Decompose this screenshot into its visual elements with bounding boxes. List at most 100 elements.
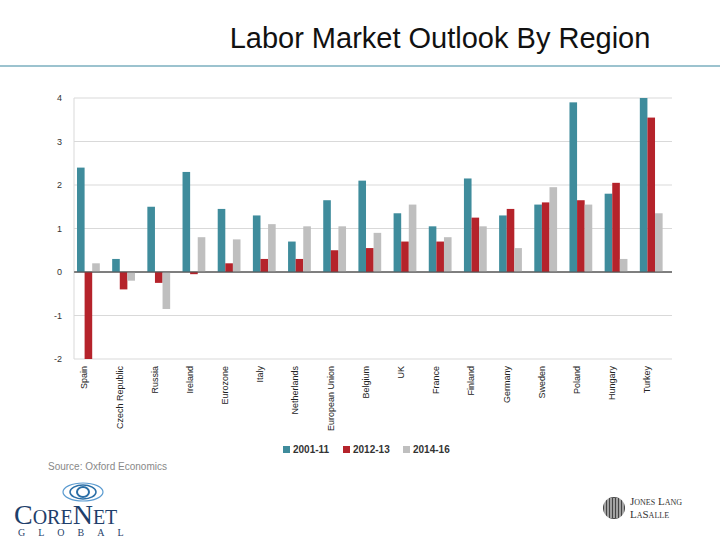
bar — [401, 242, 409, 272]
grid-line — [74, 272, 672, 273]
jll-logo: Jones LangLaSalle — [603, 495, 682, 520]
grid-line — [74, 141, 672, 142]
bar — [655, 213, 663, 272]
source: Source: Oxford Economics — [48, 461, 167, 472]
y-tick-label: 3 — [57, 137, 62, 147]
title: Labor Market Outlook By Region — [230, 22, 651, 54]
bars — [77, 98, 663, 359]
legend-swatch — [343, 446, 350, 453]
logo-icon — [623, 498, 624, 518]
grid-line — [74, 98, 672, 99]
bar — [647, 118, 655, 272]
bar — [499, 215, 507, 272]
bar — [534, 205, 542, 272]
y-tick-label: 0 — [57, 267, 62, 277]
category-label: Czech Republic — [115, 366, 125, 430]
bar — [303, 226, 311, 272]
bar — [225, 263, 233, 272]
legend-label: 2001-11 — [293, 444, 330, 455]
bar — [112, 259, 120, 272]
y-tick-label: -1 — [54, 311, 62, 321]
category-label: Russia — [150, 366, 160, 394]
bar — [155, 272, 163, 283]
y-tick-label: -2 — [54, 354, 62, 364]
category-label: UK — [396, 366, 406, 379]
logo-icon — [77, 487, 89, 497]
y-axis-line — [74, 98, 75, 359]
bar — [253, 215, 261, 272]
bar — [585, 205, 593, 272]
bar — [338, 226, 346, 272]
bar — [77, 168, 85, 272]
title-rule — [0, 65, 720, 67]
bar — [323, 200, 331, 272]
category-label: Spain — [79, 366, 89, 389]
y-tick-label: 1 — [57, 224, 62, 234]
logo-subtext: GLOBAL — [18, 527, 137, 538]
corenet-logo: CoreNetGLOBAL — [14, 483, 137, 538]
bar — [85, 272, 93, 359]
bar — [218, 209, 226, 272]
bar — [620, 259, 628, 272]
legend-label: 2012-13 — [353, 444, 390, 455]
logo-icon — [611, 498, 612, 518]
grid-line — [74, 185, 672, 186]
zero-line — [74, 272, 672, 273]
bar — [472, 218, 480, 272]
logo-icon — [608, 498, 609, 518]
bar — [366, 248, 374, 272]
bar — [147, 207, 155, 272]
y-tick-label: 2 — [57, 180, 62, 190]
category-label: Poland — [572, 366, 582, 394]
category-label: Hungary — [607, 366, 617, 401]
grid-line — [74, 359, 672, 360]
bar — [577, 200, 585, 272]
bar — [260, 259, 268, 272]
category-label: France — [431, 366, 441, 394]
bar — [296, 259, 304, 272]
category-label: Sweden — [537, 366, 547, 399]
bar — [358, 181, 366, 272]
chart: Labor Market Outlook By Region -2 -1 0 1 2 3 4 S… — [0, 0, 720, 540]
bar — [640, 98, 648, 272]
bar — [612, 183, 620, 272]
bar — [542, 202, 550, 272]
y-tick-label: 4 — [57, 93, 62, 103]
logo-icon — [614, 498, 615, 518]
category-label: Italy — [255, 366, 265, 383]
bar — [127, 272, 135, 281]
bar — [514, 248, 522, 272]
category-label: Turkey — [642, 366, 652, 394]
bar — [198, 237, 206, 272]
category-label: Ireland — [185, 366, 195, 394]
bar — [120, 272, 128, 289]
bar — [374, 233, 382, 272]
bar — [507, 209, 515, 272]
bar — [163, 272, 171, 309]
legend-label: 2014-16 — [413, 444, 450, 455]
bar — [331, 250, 339, 272]
bar — [288, 242, 296, 272]
bar — [183, 172, 191, 272]
bar — [429, 226, 437, 272]
bar — [549, 187, 557, 272]
bar — [479, 226, 487, 272]
category-label: Eurozone — [220, 366, 230, 405]
bar — [92, 263, 100, 272]
bar — [464, 178, 472, 272]
bar — [444, 237, 452, 272]
category-label: Germany — [502, 366, 512, 404]
legend-swatch — [403, 446, 410, 453]
bar — [569, 102, 577, 272]
category-label: Finland — [466, 366, 476, 396]
logo-icon — [603, 497, 625, 519]
logo-icon — [620, 498, 621, 518]
bar — [436, 242, 444, 272]
bar — [233, 239, 241, 272]
bar — [268, 224, 276, 272]
bar — [605, 194, 613, 272]
category-label: Belgium — [361, 366, 371, 399]
logo-text: CoreNet — [14, 499, 117, 530]
logo-text: LaSalle — [630, 508, 669, 520]
category-label: Netherlands — [290, 366, 300, 415]
